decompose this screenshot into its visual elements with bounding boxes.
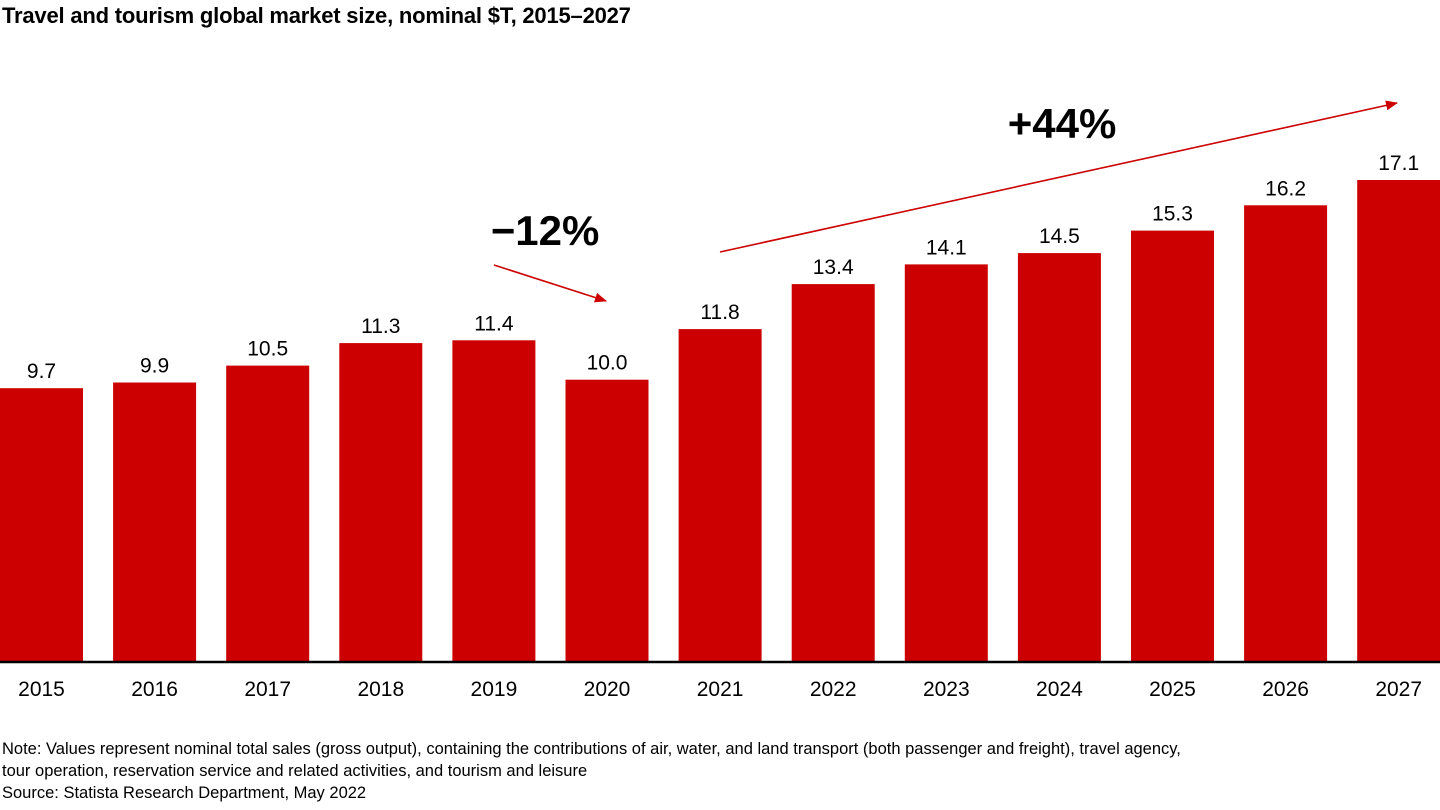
bar-2019 [452,340,536,661]
data-label-2023: 14.1 [926,236,967,259]
bar-2017 [226,365,310,661]
data-label-2016: 9.9 [140,355,169,378]
growth-annotation: +44% [1008,100,1117,147]
x-tick-label-2016: 2016 [131,678,178,701]
data-labels-layer: 9.7 9.9 10.5 11.3 11.4 10.0 11.8 13.4 14.1 14.5 15… [27,152,1419,383]
bar-2027 [1357,180,1440,661]
note-line-1: Note: Values represent nominal total sal… [2,740,1181,758]
x-tick-label-2024: 2024 [1036,678,1083,701]
bar-2020 [565,379,649,661]
data-label-2015: 9.7 [27,360,56,383]
bar-2022 [791,284,875,661]
source-line: Source: Statista Research Department, Ma… [2,784,367,802]
data-label-2021: 11.8 [700,301,739,324]
decline-arrow [493,264,607,303]
data-label-2020: 10.0 [587,352,628,375]
bar-2016 [113,382,197,661]
bars-layer [0,180,1440,662]
x-tick-label-2027: 2027 [1375,678,1422,701]
x-tick-label-2017: 2017 [244,678,291,701]
x-tick-label-2019: 2019 [471,678,518,701]
bar-2015 [0,388,83,661]
chart-title: Travel and tourism global market size, n… [2,3,631,28]
x-tick-label-2025: 2025 [1149,678,1196,701]
bar-2023 [904,264,988,661]
bar-2024 [1017,253,1101,661]
x-tick-labels-layer: 2015 2016 2017 2018 2019 2020 2021 2022 2023 2024… [18,678,1422,701]
bar-2018 [339,343,423,661]
growth-arrow [719,100,1398,253]
data-label-2022: 13.4 [813,256,854,279]
x-tick-label-2022: 2022 [810,678,857,701]
note-line-2: tour operation, reservation service and … [2,762,588,780]
x-tick-label-2020: 2020 [584,678,631,701]
data-label-2027: 17.1 [1378,152,1419,175]
x-tick-label-2021: 2021 [697,678,744,701]
x-tick-label-2026: 2026 [1262,678,1309,701]
x-tick-label-2023: 2023 [923,678,970,701]
bar-chart: 9.7 9.9 10.5 11.3 11.4 10.0 11.8 13.4 14.1 14.5 15… [0,100,1440,701]
x-tick-label-2018: 2018 [357,678,404,701]
bar-2021 [678,329,762,661]
bar-2026 [1244,205,1328,662]
x-tick-label-2015: 2015 [18,678,65,701]
data-label-2026: 16.2 [1265,177,1306,200]
data-label-2024: 14.5 [1039,225,1080,248]
bar-2025 [1131,230,1214,661]
decline-annotation: −12% [491,207,600,254]
data-label-2018: 11.3 [361,315,400,338]
data-label-2025: 15.3 [1152,203,1193,226]
footnote: Note: Values represent nominal total sal… [2,738,1440,804]
data-label-2017: 10.5 [247,338,288,361]
data-label-2019: 11.4 [474,312,514,335]
